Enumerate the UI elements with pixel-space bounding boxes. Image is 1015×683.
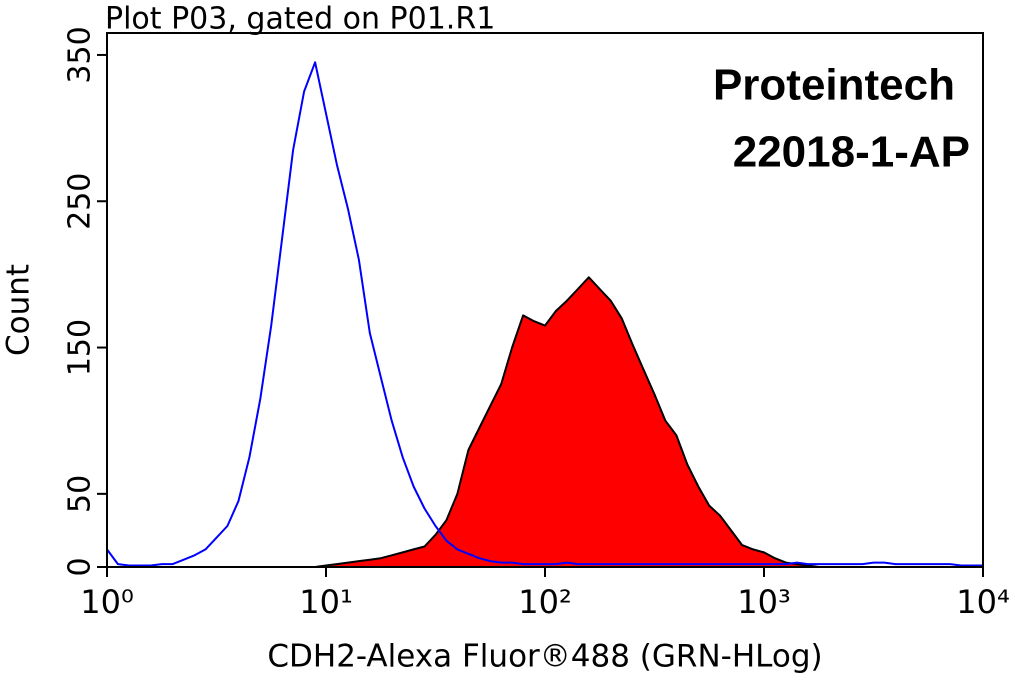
- x-tick-label: 10¹: [299, 583, 353, 621]
- y-tick-label: 150: [63, 319, 98, 376]
- x-tick-label: 10³: [737, 583, 791, 621]
- histogram-line: [106, 61, 983, 567]
- y-tick-label: 350: [63, 26, 98, 83]
- y-axis-label: Count: [1, 264, 37, 356]
- x-tick-label: 10⁴: [956, 583, 1010, 621]
- histogram-area: [106, 276, 984, 568]
- annotation: Proteintech: [713, 61, 955, 110]
- y-tick-label: 250: [63, 173, 98, 230]
- x-axis-label: CDH2-Alexa Fluor®488 (GRN-HLog): [267, 639, 822, 675]
- chart-title: Plot P03, gated on P01.R1: [105, 2, 495, 37]
- x-tick-label: 10⁰: [80, 583, 134, 621]
- annotation: 22018-1-AP: [733, 128, 970, 177]
- y-tick-label: 50: [63, 475, 98, 513]
- x-tick-label: 10²: [518, 583, 572, 621]
- y-tick-label: 0: [63, 557, 98, 576]
